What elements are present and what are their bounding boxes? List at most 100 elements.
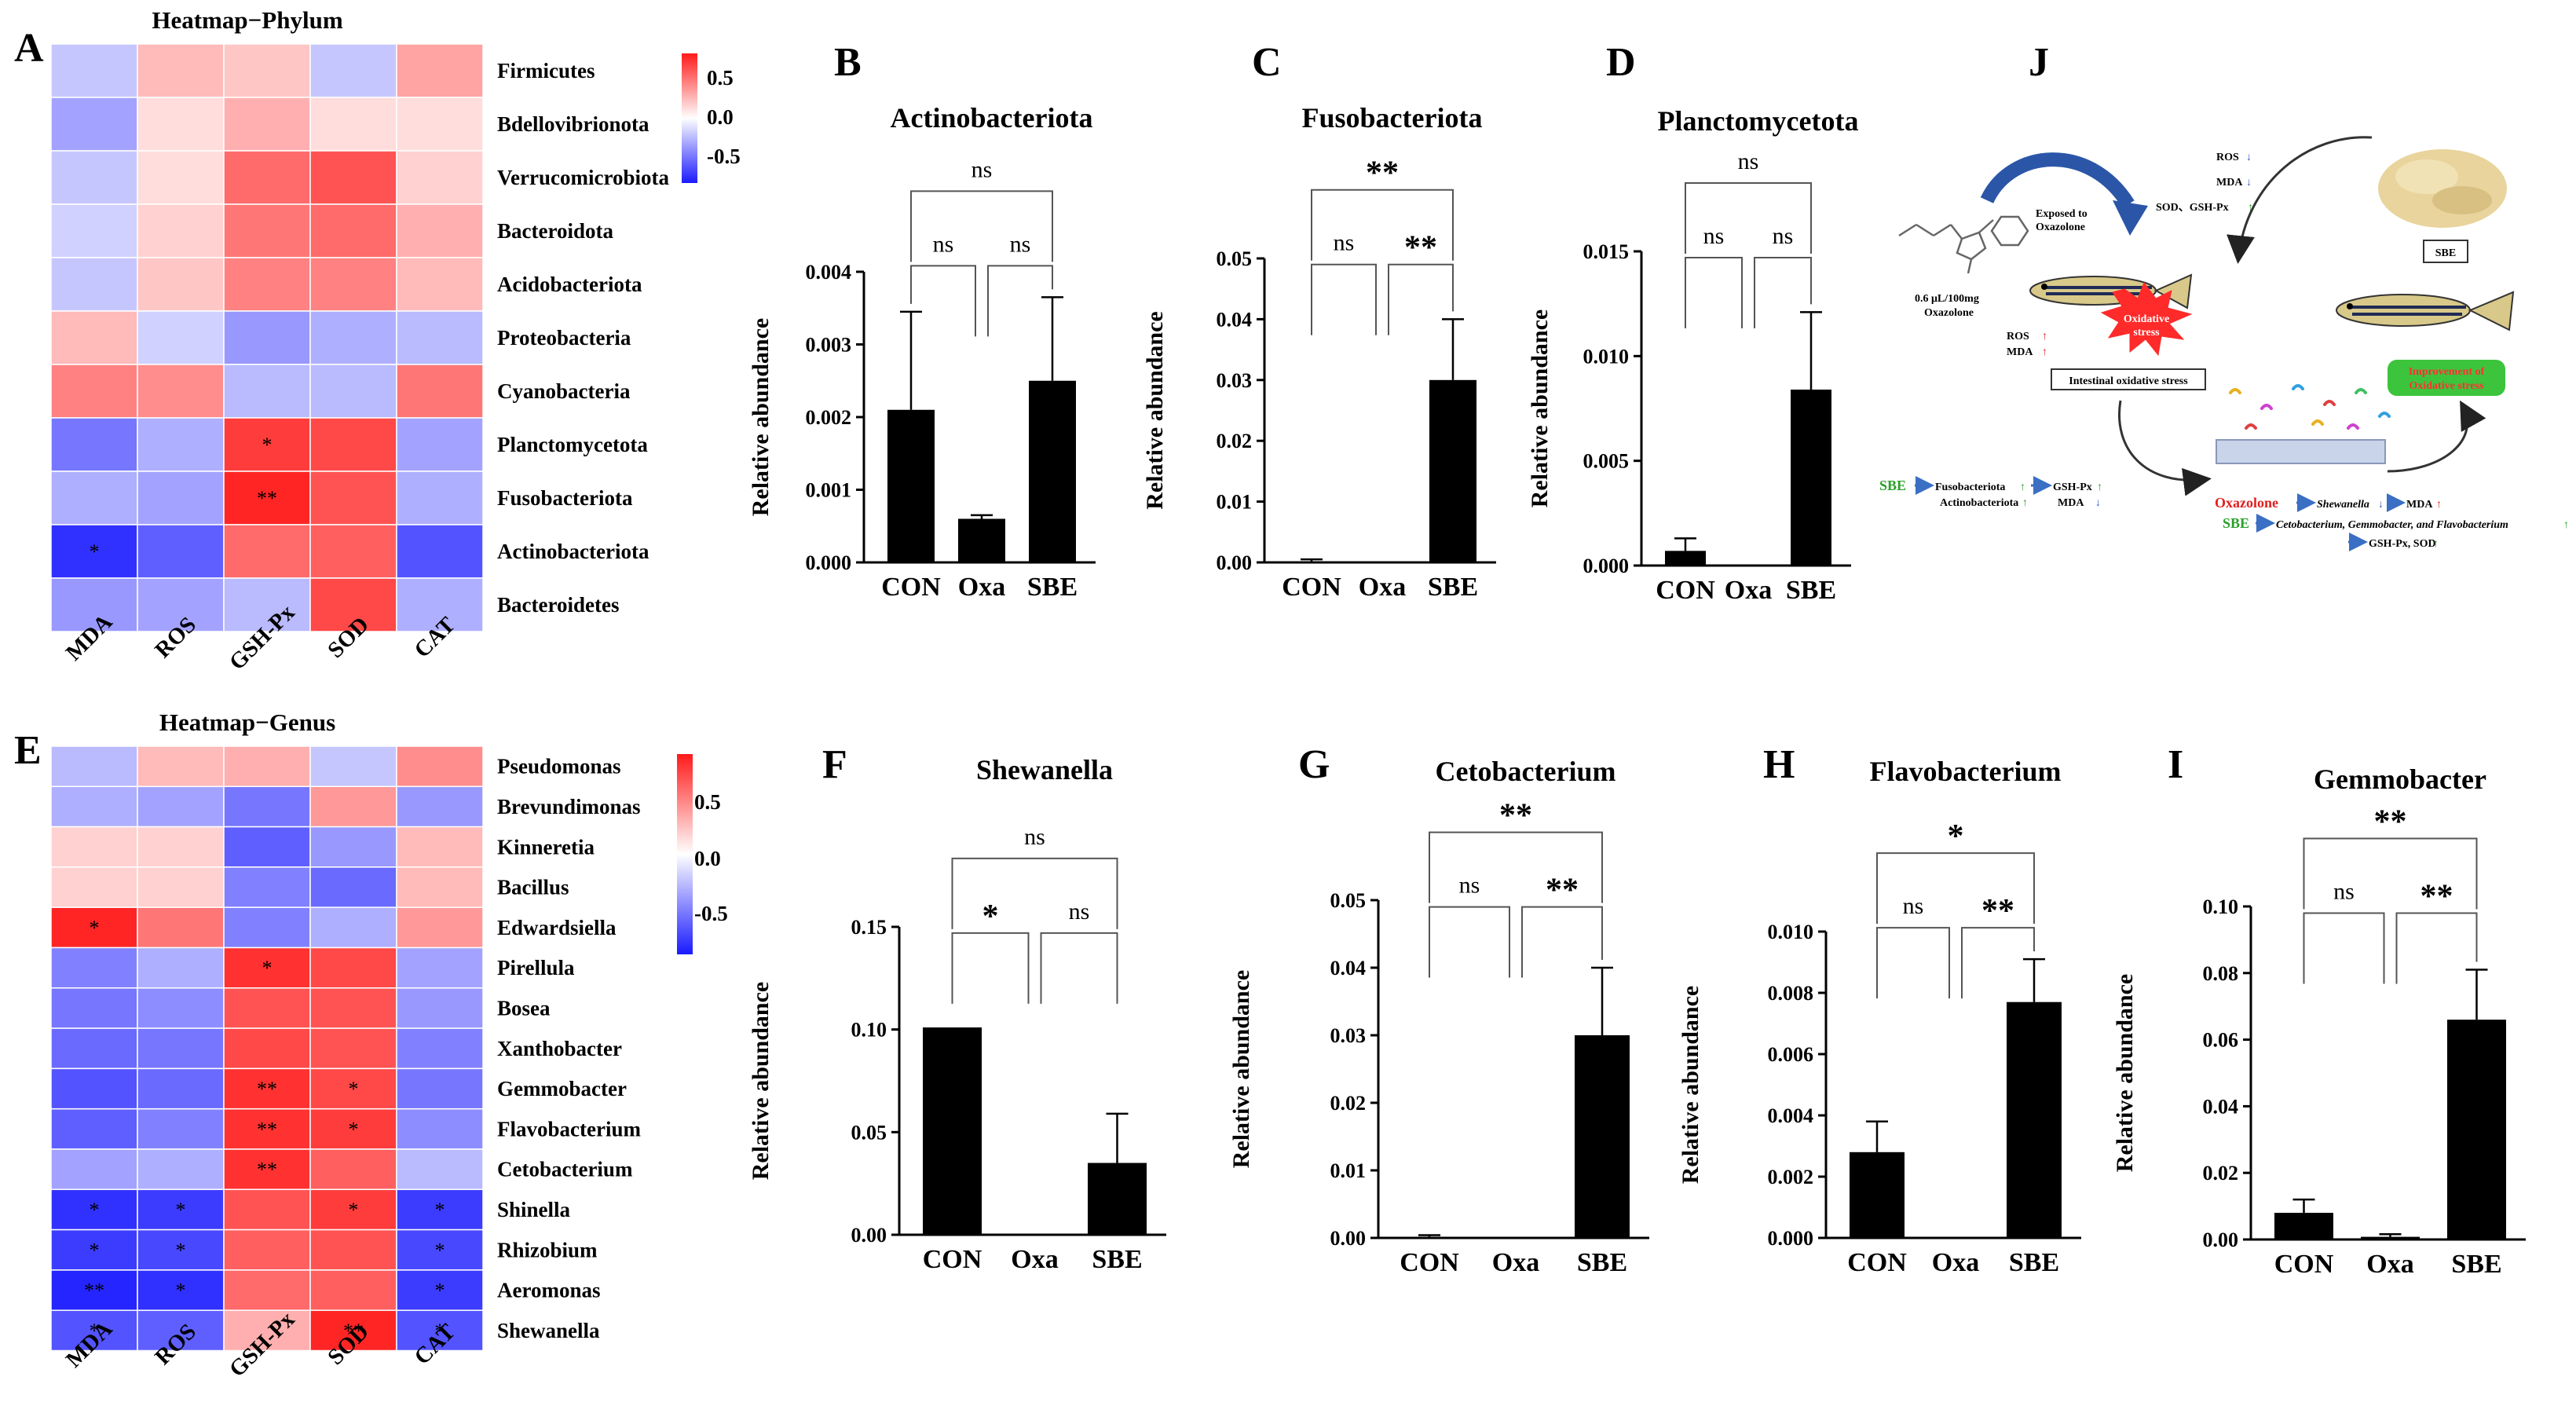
heatmap-cell xyxy=(223,987,311,1029)
heatmap-row-label: Acidobacteriota xyxy=(497,273,642,296)
y-tick-label: 0.002 xyxy=(806,406,852,429)
heatmap-row-label: Firmicutes xyxy=(497,59,595,82)
heatmap-cell xyxy=(137,1228,225,1271)
heatmap-cell xyxy=(50,43,138,98)
heatmap-row-label: Proteobacteria xyxy=(497,326,631,350)
y-tick-label: 0.10 xyxy=(851,1019,887,1042)
heatmap-cell xyxy=(396,1188,484,1231)
zebrafish-icon-healthy xyxy=(2336,291,2515,331)
intestinal-stress-box xyxy=(2051,368,2206,390)
bar xyxy=(1088,1163,1147,1235)
heatmap-cell xyxy=(396,1228,484,1271)
y-tick-label: 0.015 xyxy=(1583,240,1630,263)
heatmap-phylum: A Heatmap−Phylum Firmicutes Bdellovibrion… xyxy=(14,6,741,675)
y-tick-label: 0.004 xyxy=(1768,1104,1814,1127)
heatmap-cell xyxy=(50,1108,138,1150)
category-label: Oxa xyxy=(2366,1250,2413,1279)
heatmap-cell xyxy=(396,1148,484,1191)
heatmap-cell xyxy=(223,1108,311,1150)
y-tick-label: 0.02 xyxy=(2203,1162,2239,1185)
heatmap-cell xyxy=(50,1148,138,1191)
chart-title: Fusobacteriota xyxy=(1302,102,1483,134)
heatmap-cell xyxy=(396,524,484,579)
heatmap-row-label: Edwardsiella xyxy=(497,916,617,939)
heatmap-cell xyxy=(223,471,311,525)
sbe-box-label: SBE xyxy=(2435,247,2456,259)
oxidative-line-2: stress xyxy=(2133,327,2160,339)
up-arrow-icon: ↑ xyxy=(2563,519,2569,531)
heatmap-cell xyxy=(137,417,225,472)
heatmap-cell xyxy=(50,1067,138,1110)
heatmap-cell xyxy=(137,150,225,205)
category-label: SBE xyxy=(2009,1248,2059,1277)
schematic-panel: J 0.6 μL/100mg Oxazolone Exposed to Oxaz… xyxy=(1879,40,2569,551)
significance-mark: * xyxy=(435,1280,445,1302)
significance-mark: * xyxy=(176,1199,186,1221)
improvement-line-2: Oxidative stress xyxy=(2409,380,2484,392)
heatmap-row-label: Bacteroidota xyxy=(497,219,613,243)
heatmap-cell xyxy=(50,150,138,205)
legend-tick-high: 0.5 xyxy=(707,66,734,90)
heatmap-cell xyxy=(137,524,225,579)
significance-bracket xyxy=(1876,852,2035,925)
significance-mark: ** xyxy=(257,487,277,510)
category-label: SBE xyxy=(2451,1250,2501,1279)
significance-mark: * xyxy=(349,1078,359,1100)
heatmap-row-label: Pseudomonas xyxy=(497,755,621,778)
heatmap-cell xyxy=(137,785,225,828)
heatmap-cell xyxy=(50,1027,138,1070)
heatmap-cell xyxy=(50,364,138,419)
oxazolone-structure-icon xyxy=(1898,215,2029,274)
category-label: CON xyxy=(881,573,941,602)
significance-bracket xyxy=(951,857,1118,929)
heatmap-genus-grid: Pseudomonas Brevundimonas Kinneretia Bacill… xyxy=(50,745,641,1382)
heatmap-cell xyxy=(137,1108,225,1150)
heatmap-cell xyxy=(396,577,484,632)
y-axis-label: Relative abundance xyxy=(2112,974,2138,1173)
heatmap-row-label: Fusobacteriota xyxy=(497,486,633,510)
significance-bracket xyxy=(1754,257,1812,328)
legend-tick-zero: 0.0 xyxy=(707,105,734,129)
heatmap-row-label: Rhizobium xyxy=(497,1238,598,1261)
significance-label: * xyxy=(982,899,999,935)
significance-bracket xyxy=(1685,257,1743,328)
panel-letter-e: E xyxy=(14,728,42,773)
heatmap-cell xyxy=(50,257,138,312)
stress-ros-label: ROS xyxy=(2007,331,2029,342)
heatmap-cell xyxy=(137,1027,225,1070)
heatmap-row-label: Bosea xyxy=(497,996,551,1020)
significance-label: ns xyxy=(1459,873,1480,899)
heatmap-cell xyxy=(309,364,397,419)
significance-label: ns xyxy=(1069,899,1090,925)
stress-to-intestine-arrow xyxy=(2118,400,2212,496)
significance-mark: * xyxy=(90,1199,100,1221)
significance-bracket xyxy=(2395,912,2478,984)
y-tick-label: 0.06 xyxy=(2203,1029,2239,1052)
heatmap-cell xyxy=(309,1027,397,1070)
heatmap-cell xyxy=(223,866,311,908)
chart-title: Cetobacterium xyxy=(1436,756,1616,787)
y-tick-label: 0.01 xyxy=(1330,1159,1367,1182)
heatmap-cell xyxy=(137,906,225,949)
panel-letter-f: F xyxy=(822,742,847,787)
bar xyxy=(923,1027,982,1235)
y-tick-label: 0.00 xyxy=(2203,1228,2239,1251)
y-tick-label: 0.00 xyxy=(851,1224,887,1247)
significance-label: ** xyxy=(2420,878,2453,914)
y-tick-label: 0.010 xyxy=(1583,345,1630,368)
heatmap-cell xyxy=(223,826,311,868)
bar xyxy=(2361,1236,2420,1239)
heatmap-cell xyxy=(396,97,484,152)
heatmap-cell xyxy=(396,417,484,472)
significance-bracket xyxy=(951,932,1030,1004)
heatmap-cell xyxy=(396,906,484,949)
y-axis-label: Relative abundance xyxy=(1678,986,1703,1185)
heatmap-cell xyxy=(396,947,484,989)
y-tick-label: 0.04 xyxy=(1330,957,1367,979)
significance-mark: * xyxy=(262,957,273,979)
bar-chart-flavobacterium: 0.000 0.002 0.004 0.006 0.008 0.010 Relative a… xyxy=(1678,756,2081,1277)
bar xyxy=(1791,390,1831,566)
legend-tick-high: 0.5 xyxy=(694,790,721,814)
significance-label: ** xyxy=(1366,156,1399,192)
stress-mda-label: MDA xyxy=(2007,346,2033,358)
